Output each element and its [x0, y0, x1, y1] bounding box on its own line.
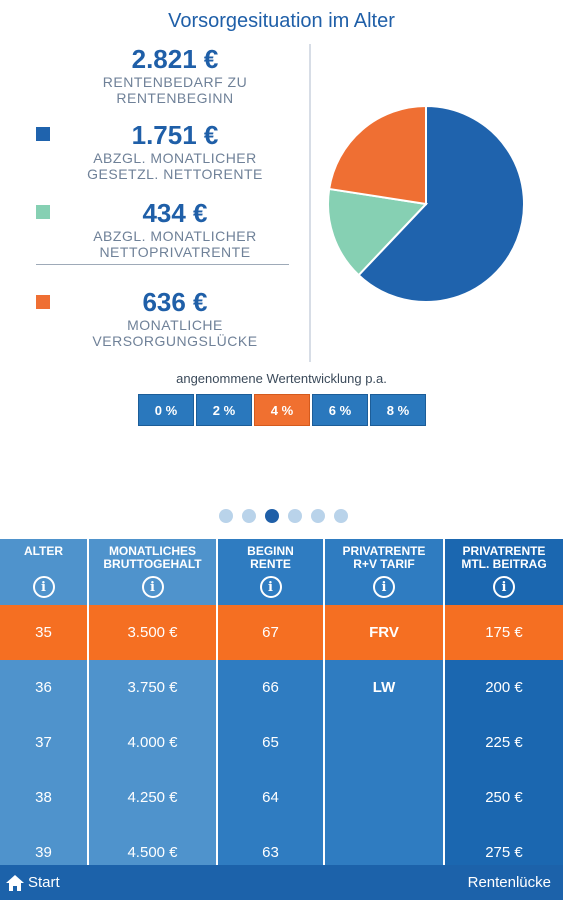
start-label: Start — [28, 874, 60, 891]
pie-chart — [327, 104, 525, 303]
page-indicator — [219, 509, 348, 523]
table-cell[interactable]: 38 — [35, 789, 52, 806]
footer-bar: Start Rentenlücke — [0, 865, 563, 900]
column-header: MONATLICHES BRUTTOGEHALT i — [89, 539, 216, 605]
table-cell[interactable]: 200 € — [485, 679, 523, 696]
table-cell[interactable]: 63 — [262, 844, 279, 861]
table-cell[interactable]: 225 € — [485, 734, 523, 751]
stat-value: 1.751 € — [131, 120, 219, 150]
vertical-divider — [309, 44, 311, 362]
table-column-2: BEGINN RENTE i 67 66 65 64 63 — [218, 539, 325, 865]
header-line1: MONATLICHES — [108, 544, 197, 558]
pie-slice-2 — [328, 104, 427, 206]
info-icon[interactable]: i — [493, 576, 515, 598]
header-line1: PRIVATRENTE — [462, 544, 546, 558]
home-icon — [6, 874, 24, 891]
page-title: Vorsorgesituation im Alter — [168, 10, 395, 32]
table-cell[interactable]: 275 € — [485, 844, 523, 861]
stat-label-line2: VERSORGUNGSLÜCKE — [92, 333, 258, 349]
page-dot-4[interactable] — [311, 509, 325, 523]
table-cell[interactable] — [325, 770, 443, 825]
rate-selector: 0 % 2 % 4 % 6 % 8 % — [138, 394, 426, 426]
page-dot-1[interactable] — [242, 509, 256, 523]
stat-versorgungsluecke: 636 € MONATLICHE VERSORGUNGSLÜCKE — [60, 287, 290, 349]
stat-gesetzl-rente: 1.751 € ABZGL. MONATLICHER GESETZL. NETT… — [60, 120, 290, 182]
page-dot-3[interactable] — [288, 509, 302, 523]
rate-button-1[interactable]: 2 % — [196, 394, 252, 426]
stat-label-line2: RENTENBEGINN — [116, 90, 234, 106]
column-header: PRIVATRENTE R+V TARIF i — [325, 539, 443, 605]
table-cell[interactable]: 36 — [35, 679, 52, 696]
table-cell[interactable]: 4.250 € — [127, 789, 178, 806]
table-cell[interactable]: 3.500 € — [89, 605, 216, 660]
info-icon[interactable]: i — [141, 576, 164, 598]
table-column-1: MONATLICHES BRUTTOGEHALT i 3.500 € 3.750 € 4.… — [89, 539, 218, 865]
table-column-4: PRIVATRENTE MTL. BEITRAG i 175 € 200 € 225 € 2… — [445, 539, 563, 865]
legend-square-luecke — [36, 295, 50, 309]
table-cell[interactable]: LW — [372, 679, 396, 696]
stats-divider — [36, 264, 289, 265]
table-cell[interactable]: 250 € — [485, 789, 523, 806]
stat-label-line1: RENTENBEDARF ZU — [102, 74, 248, 90]
header-line2: MTL. BEITRAG — [461, 557, 547, 571]
table-column-0: ALTER i 35 36 37 38 39 — [0, 539, 89, 865]
column-header: ALTER i — [0, 539, 87, 605]
info-icon[interactable]: i — [259, 576, 282, 598]
column-header: BEGINN RENTE i — [218, 539, 323, 605]
header-line1: PRIVATRENTE — [342, 544, 426, 558]
header-line1: ALTER — [23, 544, 64, 558]
page-dot-0[interactable] — [219, 509, 233, 523]
rate-button-4[interactable]: 8 % — [370, 394, 426, 426]
pension-table: ALTER i 35 36 37 38 39 MONATLICHES BRUTTOGEHALT… — [0, 539, 563, 865]
table-cell[interactable]: 35 — [0, 605, 87, 660]
header-line2: R+V TARIF — [353, 557, 415, 571]
table-cell[interactable]: 4.000 € — [127, 734, 178, 751]
table-cell[interactable]: FRV — [325, 605, 443, 660]
table-cell[interactable]: 175 € — [445, 605, 563, 660]
start-button[interactable]: Start — [6, 874, 60, 891]
table-cell[interactable]: 67 — [218, 605, 323, 660]
table-cell[interactable]: 64 — [262, 789, 279, 806]
header-line2: RENTE — [250, 557, 291, 571]
rate-button-3[interactable]: 6 % — [312, 394, 368, 426]
stat-rentenbedarf: 2.821 € RENTENBEDARF ZU RENTENBEGINN — [60, 44, 290, 106]
legend-square-privatrente — [36, 205, 50, 219]
table-column-3: PRIVATRENTE R+V TARIF i FRV LW — [325, 539, 445, 865]
stat-value: 434 € — [142, 198, 208, 228]
rate-label: angenommene Wertentwicklung p.a. — [176, 371, 387, 386]
stat-label-line2: NETTOPRIVATRENTE — [99, 244, 251, 260]
stat-privatrente: 434 € ABZGL. MONATLICHER NETTOPRIVATRENT… — [60, 198, 290, 260]
stat-value: 2.821 € — [131, 44, 219, 74]
rentenluecke-button[interactable]: Rentenlücke — [467, 874, 551, 891]
header-line2 — [0, 558, 87, 571]
table-cell[interactable]: 66 — [262, 679, 279, 696]
table-cell[interactable]: 4.500 € — [127, 844, 178, 861]
stat-label-line1: MONATLICHE — [127, 317, 223, 333]
rate-button-2[interactable]: 4 % — [254, 394, 310, 426]
rate-button-0[interactable]: 0 % — [138, 394, 194, 426]
page-dot-5[interactable] — [334, 509, 348, 523]
column-header: PRIVATRENTE MTL. BEITRAG i — [445, 539, 563, 605]
table-cell[interactable]: 39 — [35, 844, 52, 861]
table-cell[interactable] — [325, 715, 443, 770]
table-cell[interactable]: 37 — [35, 734, 52, 751]
stat-value: 636 € — [142, 287, 208, 317]
table-cell[interactable]: 65 — [262, 734, 279, 751]
stat-label-line1: ABZGL. MONATLICHER — [93, 150, 257, 166]
table-cell[interactable]: 3.750 € — [127, 679, 178, 696]
pie-slice-0 — [357, 104, 525, 303]
info-icon[interactable]: i — [373, 576, 395, 598]
page-dot-2[interactable] — [265, 509, 279, 523]
stat-label-line1: ABZGL. MONATLICHER — [93, 228, 257, 244]
pie-slice-1 — [327, 187, 429, 277]
header-line2: BRUTTOGEHALT — [103, 557, 202, 571]
stat-label-line2: GESETZL. NETTORENTE — [87, 166, 263, 182]
info-icon[interactable]: i — [32, 576, 55, 598]
legend-square-gesetzl — [36, 127, 50, 141]
header-line1: BEGINN — [247, 544, 294, 558]
